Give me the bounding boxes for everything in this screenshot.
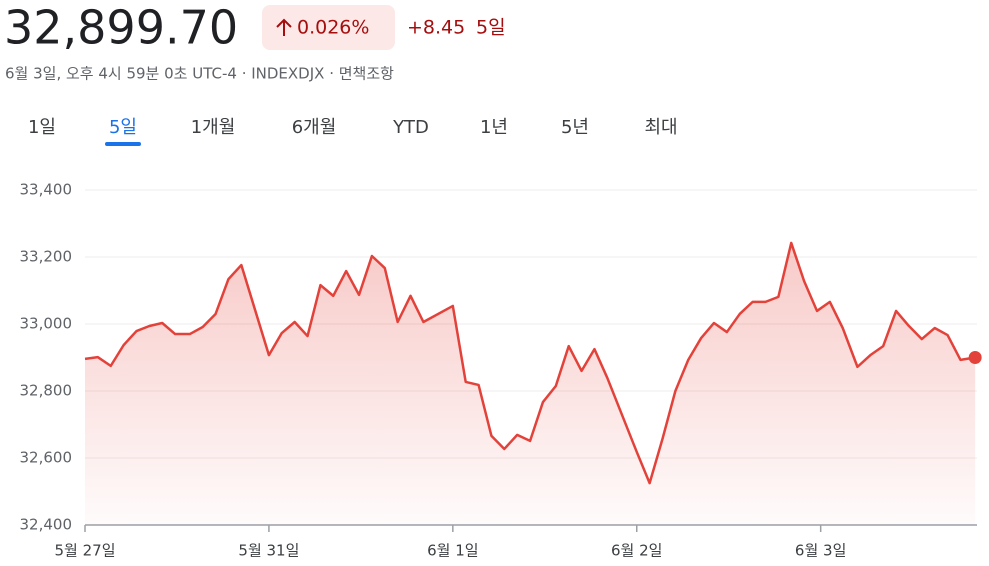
x-tick-label: 6월 3일 (795, 542, 846, 560)
tab[interactable]: 1개월 (191, 117, 236, 138)
subtitle: 6월 3일, 오후 4시 59분 0초 UTC-4 · INDEXDJX · 면… (5, 65, 394, 83)
tab[interactable]: 5년 (561, 117, 589, 138)
down-up-arrow (276, 18, 292, 36)
x-tick-label: 6월 2일 (611, 542, 662, 560)
y-tick-label: 33,000 (20, 315, 73, 333)
price-line (84, 241, 976, 485)
x-tick-label: 5월 27일 (55, 542, 116, 560)
tab[interactable]: YTD (392, 117, 429, 138)
tab[interactable]: 1년 (480, 117, 508, 138)
area (85, 242, 976, 525)
tab[interactable]: 1일 (28, 117, 56, 138)
price: 32,899.70 (4, 1, 238, 55)
change-badge (262, 5, 395, 50)
last-point (968, 351, 982, 364)
tab[interactable]: 5일 (109, 117, 137, 138)
chart: 32,400 32,600 32,800 33,000 33,200 33,400 5월 2… (20, 181, 982, 560)
change-abs: +8.45 (407, 17, 465, 39)
tabs: 1일 5일 1개월 6개월 YTD 1년 5년 최대 (28, 117, 678, 146)
tab[interactable]: 최대 (644, 117, 677, 138)
tab[interactable]: 6개월 (292, 117, 337, 138)
change-period: 5일 (476, 17, 506, 39)
change-percent: 0.026% (297, 17, 369, 39)
y-tick-label: 32,400 (20, 516, 73, 534)
tab-underline (105, 142, 141, 146)
y-tick-label: 32,600 (20, 449, 73, 467)
x-tick-label: 5월 31일 (238, 542, 299, 560)
y-tick-label: 33,400 (20, 181, 73, 199)
y-tick-label: 33,200 (20, 248, 73, 266)
x-tick-label: 6월 1일 (427, 542, 478, 560)
y-tick-label: 32,800 (20, 382, 73, 400)
